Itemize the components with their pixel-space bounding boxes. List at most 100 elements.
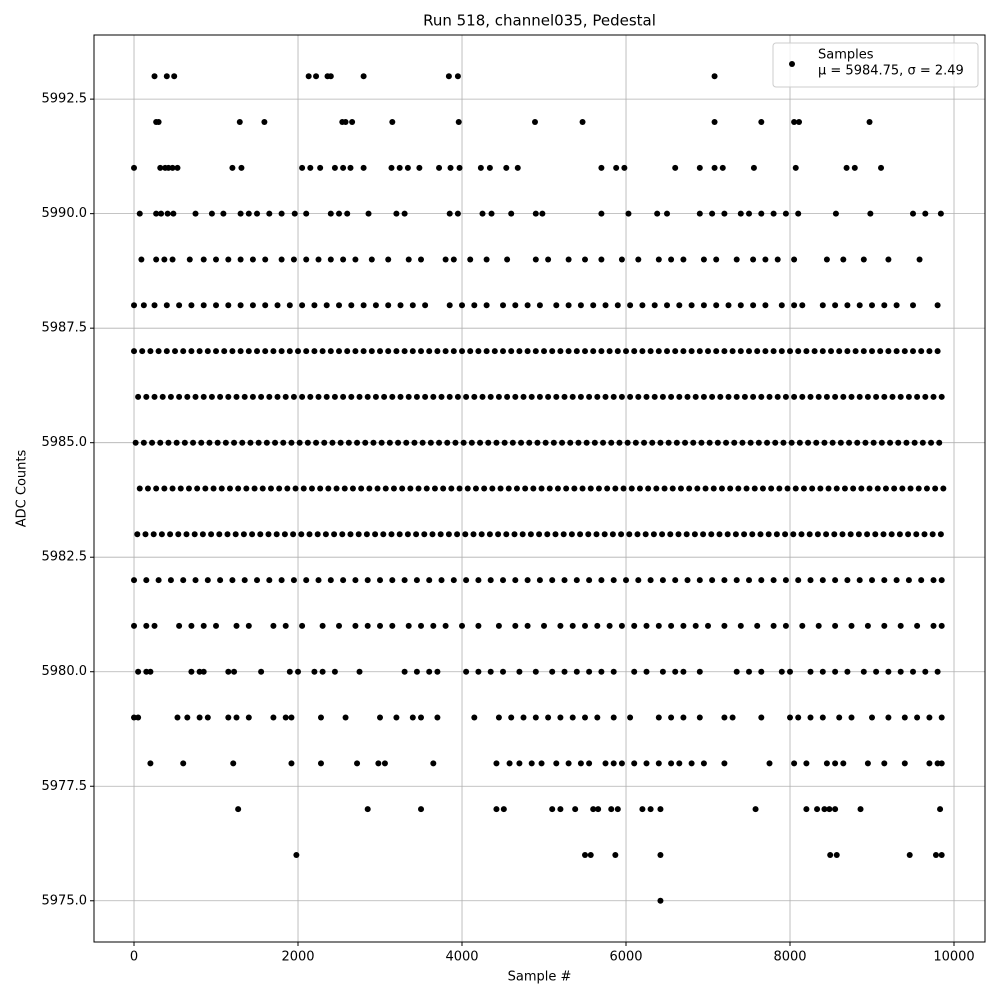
data-point [512, 577, 519, 584]
data-point [460, 439, 467, 446]
data-point [721, 577, 728, 584]
data-point [582, 851, 589, 858]
data-point [922, 393, 929, 400]
data-point [331, 164, 338, 171]
data-point [844, 668, 851, 675]
data-point [708, 531, 715, 538]
data-point [273, 531, 280, 538]
data-point [610, 577, 617, 584]
data-point [582, 348, 589, 355]
data-point [405, 256, 412, 263]
data-point [144, 485, 151, 492]
data-point [696, 164, 703, 171]
data-point [454, 393, 461, 400]
data-point [668, 256, 675, 263]
data-point [846, 439, 853, 446]
data-point [321, 439, 328, 446]
data-point [188, 348, 195, 355]
data-point [299, 164, 306, 171]
data-point [356, 393, 363, 400]
data-point [553, 302, 560, 309]
data-point [176, 393, 183, 400]
data-point [833, 851, 840, 858]
data-point [524, 622, 531, 629]
data-point [299, 622, 306, 629]
data-point [773, 531, 780, 538]
data-point [401, 577, 408, 584]
data-point [278, 577, 285, 584]
data-point [303, 577, 310, 584]
data-point [807, 393, 814, 400]
data-point [254, 577, 261, 584]
data-point [792, 164, 799, 171]
data-point [696, 348, 703, 355]
data-point [737, 622, 744, 629]
x-tick-label: 6000 [609, 950, 642, 965]
data-point [598, 348, 605, 355]
data-point [765, 531, 772, 538]
data-point [598, 577, 605, 584]
data-point [602, 393, 609, 400]
data-point [848, 714, 855, 721]
data-point [885, 714, 892, 721]
data-point [266, 577, 273, 584]
data-point [151, 73, 158, 80]
data-point [138, 256, 145, 263]
data-point [754, 622, 761, 629]
data-point [686, 485, 693, 492]
data-point [233, 714, 240, 721]
data-point [236, 119, 243, 126]
data-point [764, 439, 771, 446]
data-point [454, 73, 461, 80]
data-point [430, 760, 437, 767]
data-point [885, 668, 892, 675]
data-point [655, 622, 662, 629]
data-point [495, 714, 502, 721]
data-point [372, 302, 379, 309]
data-point [405, 622, 412, 629]
data-point [926, 348, 933, 355]
data-point [360, 348, 367, 355]
data-point [155, 348, 162, 355]
data-point [800, 485, 807, 492]
data-point [823, 393, 830, 400]
data-point [202, 485, 209, 492]
data-point [396, 531, 403, 538]
data-point [552, 531, 559, 538]
data-point [659, 393, 666, 400]
legend-box [772, 42, 979, 88]
data-point [758, 668, 765, 675]
data-point [643, 760, 650, 767]
data-point [721, 622, 728, 629]
data-point [805, 439, 812, 446]
data-point [829, 439, 836, 446]
data-point [284, 485, 291, 492]
data-point [464, 485, 471, 492]
data-point [716, 531, 723, 538]
data-point [471, 393, 478, 400]
y-tick-label: 5982.5 [42, 550, 88, 565]
data-point [317, 760, 324, 767]
data-point [565, 302, 572, 309]
data-point [758, 393, 765, 400]
data-point [363, 531, 370, 538]
data-point [161, 256, 168, 263]
data-point [220, 210, 227, 217]
data-point [418, 714, 425, 721]
data-point [385, 256, 392, 263]
data-point [856, 302, 863, 309]
data-point [434, 668, 441, 675]
data-point [255, 439, 262, 446]
data-point [153, 210, 160, 217]
data-point [923, 485, 930, 492]
data-point [506, 760, 513, 767]
data-point [737, 348, 744, 355]
data-point [438, 577, 445, 584]
data-point [639, 302, 646, 309]
data-point [705, 622, 712, 629]
data-point [354, 760, 361, 767]
data-point [447, 164, 454, 171]
data-point [192, 210, 199, 217]
data-point [393, 348, 400, 355]
data-point [258, 393, 265, 400]
